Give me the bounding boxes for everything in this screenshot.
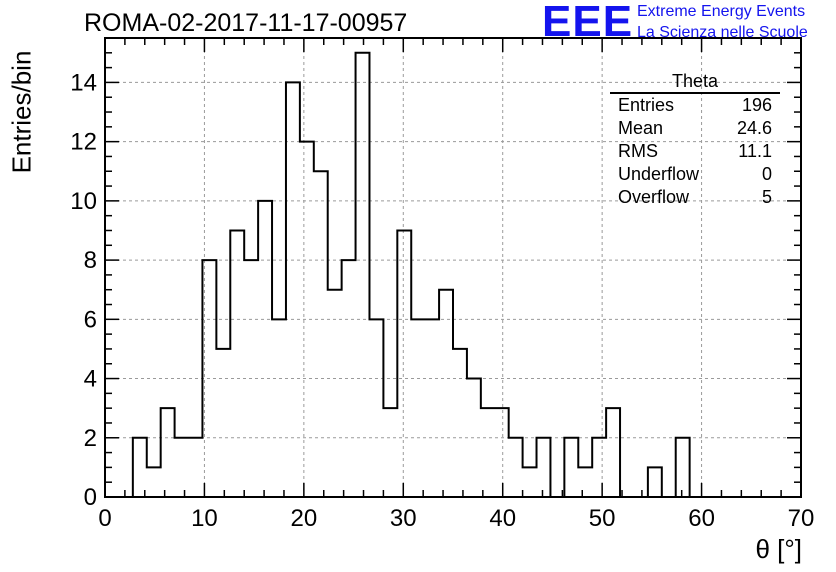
stats-value: 0 (761, 164, 772, 184)
stats-row-entries: Entries 196 (610, 94, 780, 117)
x-tick-label: 10 (191, 505, 218, 532)
logo-subtitle-line2: La Scienza nelle Scuole (637, 24, 808, 41)
axis-ticks (104, 37, 802, 498)
stats-value: 11.1 (738, 141, 772, 161)
stats-value: 5 (761, 187, 772, 207)
y-tick-label: 2 (84, 425, 97, 452)
stats-row-overflow: Overflow 5 (610, 186, 780, 209)
eee-logo: EEE (542, 0, 634, 46)
stats-row-mean: Mean 24.6 (610, 117, 780, 140)
x-tick-label: 30 (390, 505, 417, 532)
x-tick-label: 50 (589, 505, 616, 532)
stats-row-rms: RMS 11.1 (610, 140, 780, 163)
stats-value: 196 (741, 95, 772, 115)
stats-label: Mean (618, 118, 664, 138)
statistics-box: Theta Entries 196 Mean 24.6 RMS 11.1 Und… (610, 70, 780, 209)
plot-frame (104, 37, 802, 498)
x-tick-label: 60 (688, 505, 715, 532)
x-tick-label: 40 (489, 505, 516, 532)
y-tick-label: 6 (84, 306, 97, 333)
stats-label: Overflow (618, 187, 690, 207)
stats-label: Underflow (618, 164, 700, 184)
y-tick-label: 10 (70, 188, 97, 215)
logo-subtitle-line1: Extreme Energy Events (637, 3, 806, 20)
x-tick-label: 20 (291, 505, 318, 532)
x-tick-label: 70 (788, 505, 815, 532)
x-tick-label: 0 (98, 505, 111, 532)
y-tick-label: 14 (70, 69, 97, 96)
x-axis-label: θ [°] (755, 534, 802, 564)
grid-lines (105, 38, 801, 497)
histogram-outline (105, 51, 801, 498)
y-tick-label: 8 (84, 247, 97, 274)
y-tick-label: 12 (70, 129, 97, 156)
stats-value: 24.6 (736, 118, 772, 138)
chart-title: ROMA-02-2017-11-17-00957 (84, 9, 408, 37)
y-axis-label: Entries/bin (6, 50, 37, 174)
stats-label: RMS (618, 141, 658, 161)
stats-label: Entries (618, 95, 675, 115)
y-tick-label: 4 (84, 366, 97, 393)
stats-title: Theta (610, 70, 780, 94)
y-tick-label: 0 (84, 484, 97, 511)
stats-row-underflow: Underflow 0 (610, 163, 780, 186)
